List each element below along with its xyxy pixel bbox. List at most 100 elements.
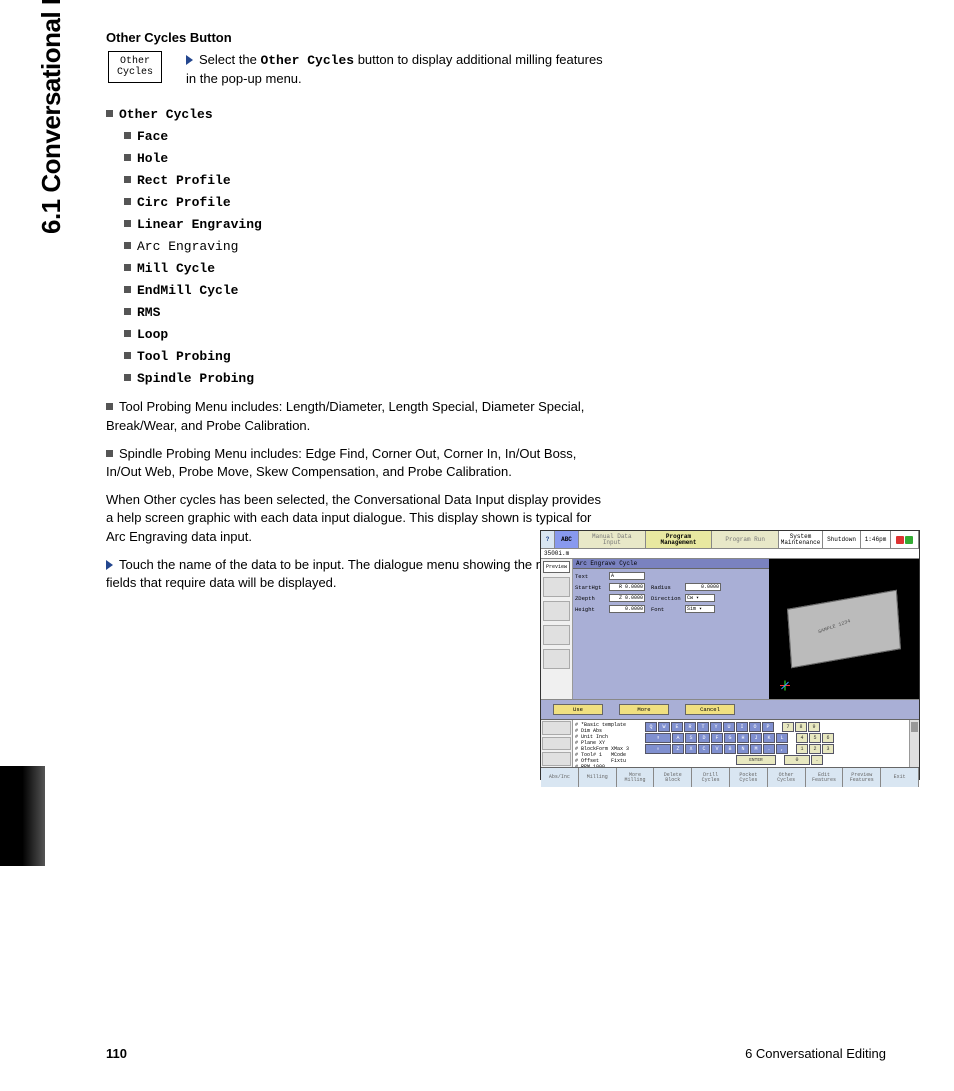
letter-key[interactable]: J (750, 733, 762, 743)
shutdown-button[interactable]: Shutdown (823, 531, 861, 548)
letter-key[interactable]: . (763, 744, 775, 754)
program-run-tab[interactable]: Program Run (712, 531, 779, 548)
starthgt-input[interactable]: R 0.0000 (609, 583, 645, 591)
softkey-button[interactable]: Edit Features (806, 768, 844, 787)
tool-icon[interactable] (543, 625, 570, 645)
letter-key[interactable]: E (671, 722, 683, 732)
letter-key[interactable]: H (737, 733, 749, 743)
direction-select[interactable]: Cw ▾ (685, 594, 715, 602)
more-button[interactable]: More (619, 704, 669, 715)
letter-key[interactable]: A (672, 733, 684, 743)
section-side-title: 6.1 Conversational Programming (36, 0, 67, 234)
letter-key[interactable]: Q (645, 722, 657, 732)
tool-icon[interactable] (543, 601, 570, 621)
letter-key[interactable]: C (698, 744, 710, 754)
mdi-tab[interactable]: Manual Data Input (579, 531, 646, 548)
clock-label: 1:46pm (861, 531, 891, 548)
tool-icon[interactable] (543, 649, 570, 669)
letter-key[interactable]: M (750, 744, 762, 754)
number-key[interactable]: 0 (784, 755, 810, 765)
letter-key[interactable]: D (698, 733, 710, 743)
number-key[interactable]: 8 (795, 722, 807, 732)
cancel-button[interactable]: Cancel (685, 704, 735, 715)
radius-input[interactable]: 0.0000 (685, 583, 721, 591)
cycle-list-item: Arc Engraving (124, 238, 906, 254)
letter-key[interactable]: K (763, 733, 775, 743)
spindle-probing-note: Spindle Probing Menu includes: Edge Find… (106, 445, 606, 481)
embedded-screenshot: ? ABC Manual Data Input Program Manageme… (540, 530, 920, 780)
letter-key[interactable]: I (736, 722, 748, 732)
letter-key[interactable]: B (724, 744, 736, 754)
nav-icon[interactable] (542, 737, 571, 751)
program-management-tab[interactable]: Program Management (646, 531, 713, 548)
keyboard-area: # *Basic template # Dim Abs # Unit Inch … (541, 719, 919, 767)
zdepth-input[interactable]: Z 0.0000 (609, 594, 645, 602)
onscreen-keyboard: QWERTYUIOP789 ⬆ASDFGHJKL456 ⇧ZXCVBNM., 123 E… (643, 720, 909, 767)
letter-key[interactable]: , (776, 744, 788, 754)
letter-key[interactable]: X (685, 744, 697, 754)
cycle-item-label: Rect Profile (137, 173, 231, 188)
cycle-list-item: Loop (124, 326, 906, 342)
square-bullet-icon (106, 403, 113, 410)
tool-icon[interactable] (543, 577, 570, 597)
number-key[interactable]: 3 (822, 744, 834, 754)
system-maintenance-button[interactable]: System Maintenance (779, 531, 823, 548)
cycle-list-item: Face (124, 128, 906, 144)
number-key[interactable]: 9 (808, 722, 820, 732)
square-bullet-icon (124, 308, 131, 315)
softkey-button[interactable]: Milling (579, 768, 617, 787)
softkey-button[interactable]: Abs/Inc (541, 768, 579, 787)
letter-key[interactable]: L (776, 733, 788, 743)
softkey-button[interactable]: Other Cycles (768, 768, 806, 787)
number-key[interactable]: 1 (796, 744, 808, 754)
cycle-list-parent: Other Cycles (106, 106, 906, 122)
softkey-button[interactable]: Drill Cycles (692, 768, 730, 787)
enter-key[interactable]: ENTER (736, 755, 776, 765)
letter-key[interactable]: F (711, 733, 723, 743)
letter-key[interactable]: O (749, 722, 761, 732)
nav-icon[interactable] (542, 721, 571, 735)
height-input[interactable]: 0.0000 (609, 605, 645, 613)
letter-key[interactable]: R (684, 722, 696, 732)
number-key[interactable]: 2 (809, 744, 821, 754)
cycle-list-item: Rect Profile (124, 172, 906, 188)
shift-key[interactable]: ⇧ (645, 744, 671, 754)
number-key[interactable]: 4 (796, 733, 808, 743)
caps-key[interactable]: ⬆ (645, 733, 671, 743)
letter-key[interactable]: S (685, 733, 697, 743)
nav-icon[interactable] (542, 752, 571, 766)
use-button[interactable]: Use (553, 704, 603, 715)
softkey-button[interactable]: Delete Block (654, 768, 692, 787)
letter-key[interactable]: W (658, 722, 670, 732)
help-icon[interactable]: ? (541, 531, 555, 548)
letter-key[interactable]: Y (710, 722, 722, 732)
keyboard-left-icons (541, 720, 573, 767)
letter-key[interactable]: T (697, 722, 709, 732)
chapter-label: 6 Conversational Editing (745, 1046, 886, 1061)
softkey-button[interactable]: Exit (881, 768, 919, 787)
letter-key[interactable]: G (724, 733, 736, 743)
letter-key[interactable]: P (762, 722, 774, 732)
number-key[interactable]: 5 (809, 733, 821, 743)
letter-key[interactable]: N (737, 744, 749, 754)
tool-probing-note: Tool Probing Menu includes: Length/Diame… (106, 398, 606, 434)
scroll-thumb[interactable] (911, 722, 918, 732)
softkey-button[interactable]: Pocket Cycles (730, 768, 768, 787)
cycle-item-label: Linear Engraving (137, 217, 262, 232)
scrollbar[interactable] (909, 720, 919, 767)
font-select[interactable]: Sim ▾ (685, 605, 715, 613)
letter-key[interactable]: Z (672, 744, 684, 754)
cycle-list-item: Hole (124, 150, 906, 166)
letter-key[interactable]: V (711, 744, 723, 754)
number-key[interactable]: 7 (782, 722, 794, 732)
abc-button[interactable]: ABC (555, 531, 579, 548)
preview-button[interactable]: Preview (543, 561, 570, 573)
text-input[interactable]: A (609, 572, 645, 580)
softkey-button[interactable]: Preview Features (843, 768, 881, 787)
letter-key[interactable]: U (723, 722, 735, 732)
number-key[interactable]: 6 (822, 733, 834, 743)
square-bullet-icon (124, 286, 131, 293)
decimal-key[interactable]: . (811, 755, 823, 765)
cycle-list-item: Tool Probing (124, 348, 906, 364)
softkey-button[interactable]: More Milling (617, 768, 655, 787)
